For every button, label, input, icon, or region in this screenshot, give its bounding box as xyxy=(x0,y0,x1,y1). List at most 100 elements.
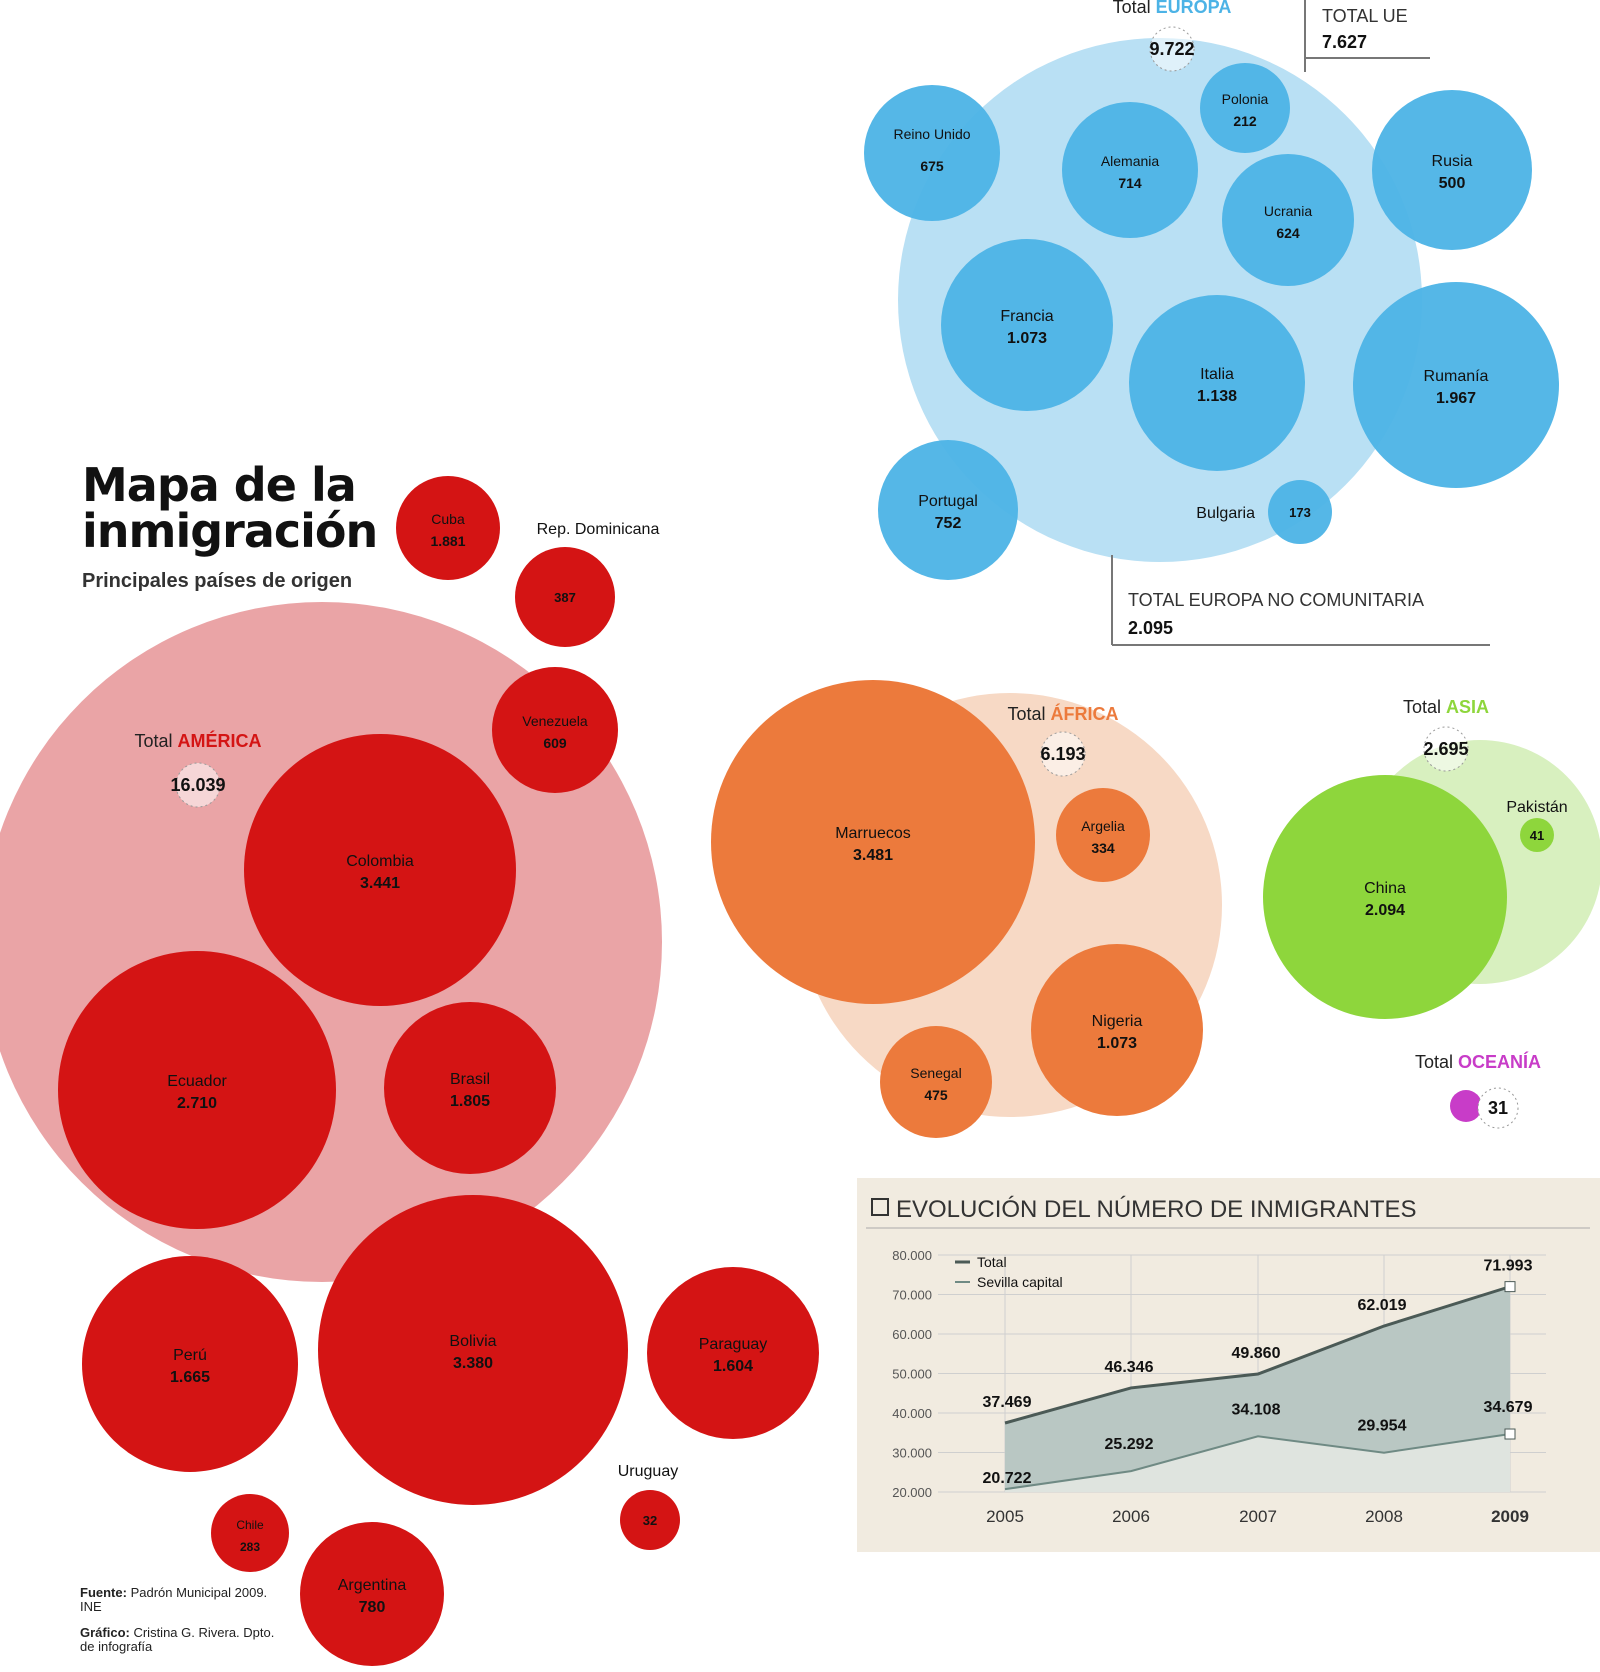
bubble-label-ecuador: Ecuador xyxy=(167,1073,227,1090)
bubble-label-nigeria: Nigeria xyxy=(1092,1013,1143,1030)
bubble-reino-unido xyxy=(864,85,1000,221)
x-tick-label: 2006 xyxy=(1112,1507,1150,1526)
y-tick-label: 70.000 xyxy=(892,1288,932,1303)
bubble-value-portugal: 752 xyxy=(935,515,962,532)
bubble-peru xyxy=(82,1256,298,1472)
y-tick-label: 40.000 xyxy=(892,1406,932,1421)
bubble-value-marruecos: 3.481 xyxy=(853,847,893,864)
bubble-portugal xyxy=(878,440,1018,580)
credit-note: Gráfico: Cristina G. Rivera. Dpto. de in… xyxy=(80,1626,290,1654)
bubble-value-reino-unido: 675 xyxy=(920,158,944,174)
bubble-bolivia xyxy=(318,1195,628,1505)
bubble-label-chile: Chile xyxy=(236,1518,264,1532)
page-title: Mapa de la inmigración xyxy=(82,458,378,558)
point-total xyxy=(1504,1281,1516,1293)
bubble-value-brasil: 1.805 xyxy=(450,1093,490,1110)
bubble-value-nigeria: 1.073 xyxy=(1097,1035,1137,1052)
bubble-value-argentina: 780 xyxy=(359,1599,386,1616)
data-label-total: 62.019 xyxy=(1358,1297,1407,1314)
total-marker-africa xyxy=(1040,731,1086,777)
bubble-label-cuba: Cuba xyxy=(431,511,465,527)
bubble-label-brasil: Brasil xyxy=(450,1071,490,1088)
area-fill xyxy=(1005,1286,1510,1490)
y-tick-label: 80.000 xyxy=(892,1248,932,1263)
bubble-value-rep-dominicana: 387 xyxy=(554,590,576,605)
bubble-rumania xyxy=(1353,282,1559,488)
subtotal-value-ue: 7.627 xyxy=(1322,32,1367,52)
bubble-value-peru: 1.665 xyxy=(170,1369,210,1386)
total-marker-america xyxy=(175,762,221,808)
bubble-chile xyxy=(211,1494,289,1572)
bubble-rusia xyxy=(1372,90,1532,250)
bubble-ucrania xyxy=(1222,154,1354,286)
bubble-value-italia: 1.138 xyxy=(1197,388,1237,405)
bubble-value-china: 2.094 xyxy=(1365,902,1405,919)
bubble-nigeria xyxy=(1031,944,1203,1116)
point-sevilla-capital xyxy=(1504,1428,1516,1440)
bubble-label-bolivia: Bolivia xyxy=(449,1333,496,1350)
bubble-value-pakistan: 41 xyxy=(1530,828,1544,843)
bubble-label-rumania: Rumanía xyxy=(1424,368,1489,385)
y-tick-label: 30.000 xyxy=(892,1446,932,1461)
bubble-label-bulgaria: Bulgaria xyxy=(1196,505,1255,522)
bubble-label-argelia: Argelia xyxy=(1081,818,1125,834)
data-label-sevilla-capital: 29.954 xyxy=(1358,1418,1407,1435)
credit-text: Cristina G. Rivera. Dpto. de infografía xyxy=(80,1625,275,1654)
bubble-value-cuba: 1.881 xyxy=(430,533,465,549)
total-value-oceania: 31 xyxy=(1488,1098,1508,1118)
bubble-label-uruguay: Uruguay xyxy=(618,1463,678,1480)
subtotal-label-no-ue: TOTAL EUROPA NO COMUNITARIA xyxy=(1128,590,1424,610)
x-tick-label: 2007 xyxy=(1239,1507,1277,1526)
y-tick-label: 50.000 xyxy=(892,1367,932,1382)
data-label-sevilla-capital: 20.722 xyxy=(983,1470,1032,1487)
bubble-argelia xyxy=(1056,788,1150,882)
bubble-label-alemania: Alemania xyxy=(1101,153,1160,169)
bubble-label-reino-unido: Reino Unido xyxy=(893,126,970,142)
source-text: Padrón Municipal 2009. INE xyxy=(80,1585,268,1614)
total-value-asia: 2.695 xyxy=(1423,739,1468,759)
legend-label-sevilla: Sevilla capital xyxy=(977,1274,1063,1290)
data-label-total: 46.346 xyxy=(1105,1359,1154,1376)
x-tick-label: 2009 xyxy=(1491,1507,1529,1526)
bubble-label-paraguay: Paraguay xyxy=(699,1336,768,1353)
total-label-america: Total AMÉRICA xyxy=(134,730,261,751)
bubble-francia xyxy=(941,239,1113,411)
bubble-value-rumania: 1.967 xyxy=(1436,390,1476,407)
bubble-ecuador xyxy=(58,951,336,1229)
data-label-sevilla-capital: 34.679 xyxy=(1484,1399,1533,1416)
source-label: Fuente: xyxy=(80,1585,127,1600)
bubble-argentina xyxy=(300,1522,444,1666)
bubble-venezuela xyxy=(492,667,618,793)
bubble-cuba xyxy=(396,476,500,580)
bubble-alemania xyxy=(1062,102,1198,238)
x-tick-label: 2005 xyxy=(986,1507,1024,1526)
bubble-rep-dominicana xyxy=(515,547,615,647)
bubble-label-francia: Francia xyxy=(1000,308,1053,325)
bubble-value-chile: 283 xyxy=(240,1540,260,1554)
bubble-marruecos xyxy=(711,680,1035,1004)
bubble-label-venezuela: Venezuela xyxy=(522,713,588,729)
subtotal-value-no-ue: 2.095 xyxy=(1128,618,1173,638)
bubble-value-alemania: 714 xyxy=(1118,175,1142,191)
area-fill-lower xyxy=(1005,1434,1510,1492)
total-label-africa: Total ÁFRICA xyxy=(1007,703,1118,724)
bubble-value-bulgaria: 173 xyxy=(1289,505,1311,520)
bubble-label-marruecos: Marruecos xyxy=(835,825,911,842)
total-label-europa: Total EUROPA xyxy=(1113,0,1232,17)
bubble-label-ucrania: Ucrania xyxy=(1264,203,1312,219)
bubble-label-china: China xyxy=(1364,880,1406,897)
data-label-total: 37.469 xyxy=(983,1394,1032,1411)
bubble-value-francia: 1.073 xyxy=(1007,330,1047,347)
series-line-total xyxy=(1004,1285,1511,1425)
total-value-america: 16.039 xyxy=(170,775,225,795)
total-marker-asia xyxy=(1423,726,1469,772)
bubble-value-colombia: 3.441 xyxy=(360,875,400,892)
data-label-total: 49.860 xyxy=(1232,1345,1281,1362)
bubble-value-rusia: 500 xyxy=(1439,175,1466,192)
bubble-label-portugal: Portugal xyxy=(918,493,978,510)
bubble-bulgaria xyxy=(1268,480,1332,544)
bubble-value-bolivia: 3.380 xyxy=(453,1355,493,1372)
bubble-uruguay xyxy=(620,1490,680,1550)
bubble-label-rusia: Rusia xyxy=(1432,153,1473,170)
bubble-pakistan xyxy=(1520,818,1554,852)
